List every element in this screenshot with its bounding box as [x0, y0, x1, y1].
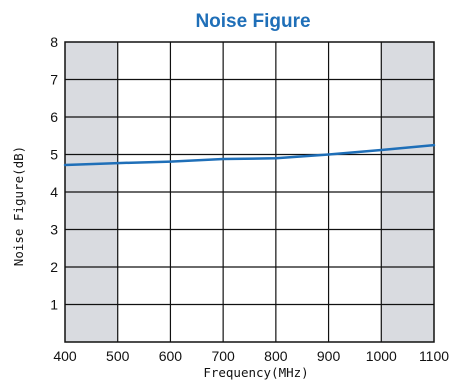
y-tick-label-7: 7 — [50, 72, 58, 88]
series-group — [63, 143, 436, 167]
chart-title: Noise Figure — [195, 11, 310, 32]
y-tick-label-4: 4 — [50, 184, 58, 200]
y-tick-label-3: 3 — [50, 222, 58, 238]
y-tick-label-6: 6 — [50, 109, 58, 125]
x-tick-label-600: 600 — [159, 348, 183, 364]
x-tick-label-400: 400 — [53, 348, 77, 364]
plot-frame — [64, 41, 435, 343]
series-line-1 — [63, 143, 436, 167]
y-tick-label-8: 8 — [50, 34, 58, 50]
y-axis-label: Noise Figure(dB) — [11, 146, 26, 266]
y-tick-label-1: 1 — [50, 297, 58, 313]
x-tick-label-800: 800 — [264, 348, 288, 364]
y-tick-label-2: 2 — [50, 259, 58, 275]
x-axis-label: Frequency(MHz) — [203, 365, 308, 380]
grid-lines — [65, 42, 434, 342]
x-tick-label-500: 500 — [106, 348, 130, 364]
x-tick-label-1100: 1100 — [419, 348, 449, 364]
x-tick-label-900: 900 — [317, 348, 341, 364]
y-tick-label-5: 5 — [50, 147, 58, 163]
x-tick-label-700: 700 — [211, 348, 235, 364]
x-tick-labels: 400 500 600 700 800 900 1000 1100 — [53, 348, 449, 364]
x-tick-label-1000: 1000 — [366, 348, 397, 364]
y-tick-labels: 1 2 3 4 5 6 7 8 — [50, 34, 58, 313]
